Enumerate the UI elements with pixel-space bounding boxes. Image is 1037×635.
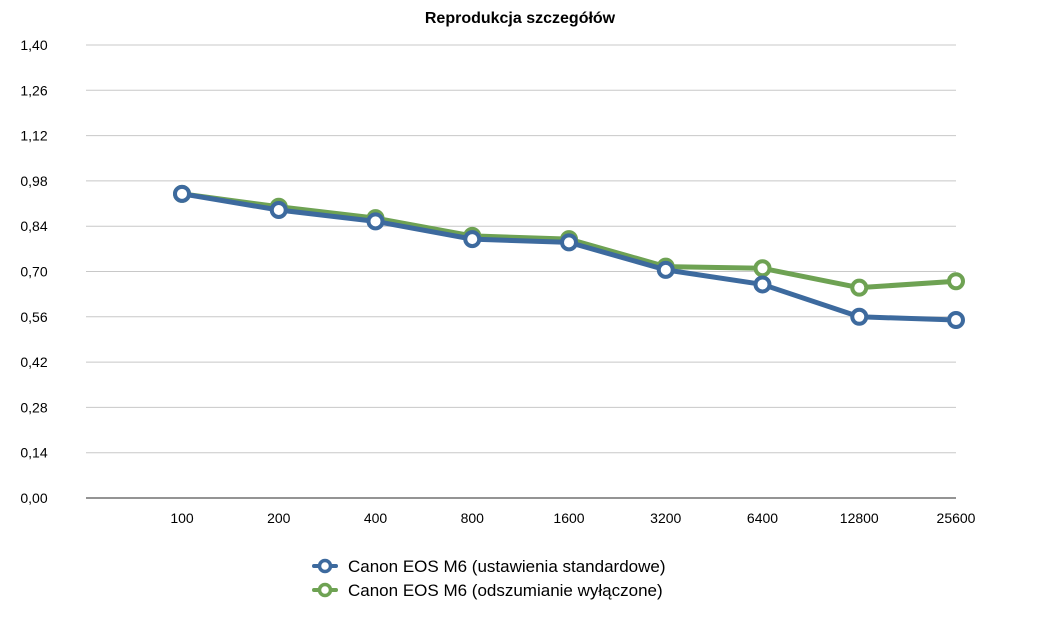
data-point xyxy=(850,278,869,297)
data-point xyxy=(947,311,965,330)
series-1 xyxy=(173,184,965,330)
x-axis-tick-labels: 100 200 400 800 1600 3200 6400 12800 25600 xyxy=(170,510,975,526)
series-line xyxy=(179,191,959,323)
data-point xyxy=(463,230,482,249)
data-point xyxy=(366,212,385,231)
x-tick-label: 800 xyxy=(461,510,485,526)
data-point xyxy=(269,201,288,220)
legend-swatch-marker xyxy=(317,558,333,574)
data-point xyxy=(173,184,191,203)
series-lines xyxy=(173,184,965,330)
x-tick-label: 100 xyxy=(170,510,194,526)
y-tick-label: 0,00 xyxy=(20,490,47,506)
y-tick-label: 1,26 xyxy=(20,82,47,98)
x-tick-label: 1600 xyxy=(553,510,584,526)
gridlines xyxy=(86,44,956,499)
y-tick-label: 0,56 xyxy=(20,309,47,325)
x-tick-label: 3200 xyxy=(650,510,681,526)
chart-title: Reprodukcja szczegółów xyxy=(425,10,616,27)
data-point xyxy=(560,233,578,252)
y-axis-tick-labels: 0,00 0,14 0,28 0,42 0,56 0,70 0,84 0,98 1,12 1,26… xyxy=(20,37,47,506)
data-point xyxy=(850,307,869,326)
data-point xyxy=(947,272,965,291)
y-tick-label: 0,98 xyxy=(20,173,47,189)
x-tick-label: 25600 xyxy=(937,510,976,526)
y-tick-label: 0,14 xyxy=(20,445,47,461)
legend: Canon EOS M6 (ustawienia standardowe) Can… xyxy=(312,557,666,600)
legend-item: Canon EOS M6 (ustawienia standardowe) xyxy=(312,557,666,576)
y-tick-label: 0,28 xyxy=(20,399,47,415)
x-tick-label: 400 xyxy=(364,510,388,526)
data-point xyxy=(656,260,675,279)
legend-item: Canon EOS M6 (odszumianie wyłączone) xyxy=(312,581,663,600)
x-tick-label: 12800 xyxy=(840,510,879,526)
legend-label: Canon EOS M6 (ustawienia standardowe) xyxy=(348,557,666,576)
y-tick-label: 0,84 xyxy=(20,218,47,234)
x-tick-label: 200 xyxy=(267,510,291,526)
x-tick-label: 6400 xyxy=(747,510,778,526)
y-tick-label: 1,12 xyxy=(20,128,47,144)
y-tick-label: 0,70 xyxy=(20,264,47,280)
legend-label: Canon EOS M6 (odszumianie wyłączone) xyxy=(348,581,663,600)
data-point xyxy=(753,259,772,278)
data-point xyxy=(753,275,772,294)
y-tick-label: 0,42 xyxy=(20,354,47,370)
legend-swatch-marker xyxy=(317,582,333,598)
y-tick-label: 1,40 xyxy=(20,37,47,53)
